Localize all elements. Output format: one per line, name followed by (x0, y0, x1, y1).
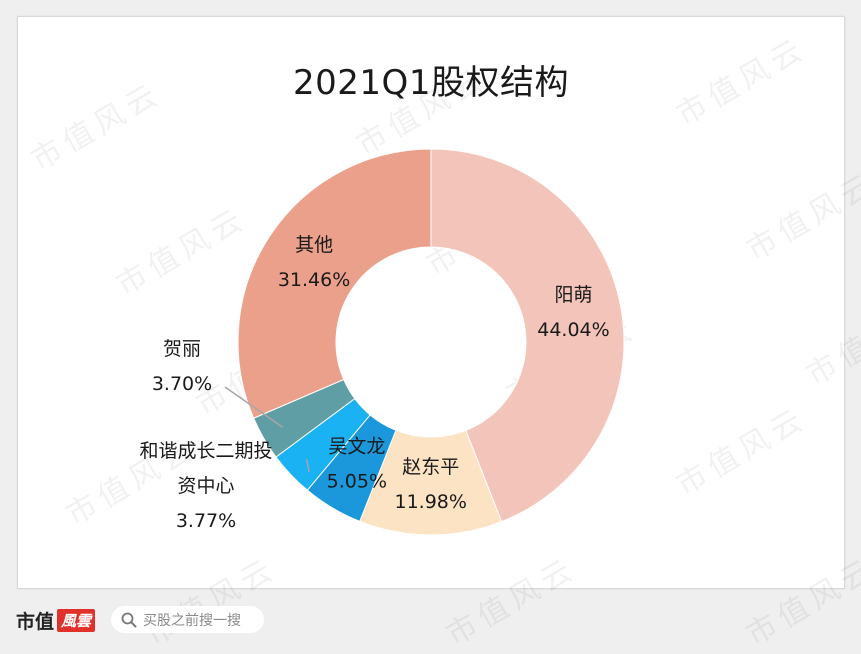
slice-value-5: 3.70% (152, 373, 212, 395)
search-icon (121, 612, 137, 627)
slice-value-3: 5.05% (327, 471, 387, 493)
search-placeholder: 买股之前搜一搜 (143, 612, 241, 629)
leader-line-4 (305, 459, 310, 473)
slice-label-2: 赵东平 (402, 456, 459, 478)
slice-6[interactable] (237, 148, 432, 419)
slice-label-4: 和谐成长二期投 (139, 440, 272, 462)
chart-title: 2021Q1股权结构 (293, 63, 569, 103)
search-box[interactable]: 买股之前搜一搜 (111, 606, 264, 633)
slice-label-5: 贺丽 (163, 338, 201, 360)
brand-badge: 風雲 (57, 608, 96, 632)
slice-value-4: 3.77% (176, 510, 236, 532)
slice-label-3: 吴文龙 (328, 436, 385, 458)
brand-logo[interactable]: 市值 風雲 (16, 605, 96, 635)
slice-value-2: 11.98% (395, 491, 467, 513)
slice-value-1: 44.04% (537, 319, 609, 341)
footer-bar: 市值 風雲 买股之前搜一搜 (0, 593, 861, 648)
slice-label-6: 其他 (295, 234, 333, 256)
leader-line-5 (224, 386, 284, 428)
slice-label-4: 资中心 (177, 475, 234, 497)
brand-name: 市值 (16, 610, 55, 633)
slice-value-6: 31.46% (278, 269, 350, 291)
chart-card: 市值风云 市值风云 市值风云 市值风云 市值风云 市值风云 市值风云 市值风云 市值风云 市值风云… (17, 16, 861, 653)
slice-label-1: 阳萌 (554, 284, 592, 306)
slice-1[interactable] (430, 148, 625, 523)
